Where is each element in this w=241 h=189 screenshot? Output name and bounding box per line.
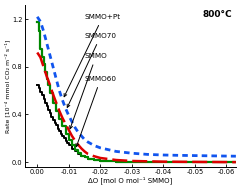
Text: SMMO: SMMO xyxy=(70,53,107,129)
Text: 800°C: 800°C xyxy=(202,10,232,19)
Text: SMMO60: SMMO60 xyxy=(76,76,117,147)
Y-axis label: Rate [10⁻⁴ mmol CO₂ m⁻² s⁻¹]: Rate [10⁻⁴ mmol CO₂ m⁻² s⁻¹] xyxy=(5,39,11,132)
Text: SMMO+Pt: SMMO+Pt xyxy=(64,14,121,97)
Text: SMMO70: SMMO70 xyxy=(67,33,117,107)
X-axis label: ΔO [mol O mol⁻¹ SMMO]: ΔO [mol O mol⁻¹ SMMO] xyxy=(88,176,172,184)
